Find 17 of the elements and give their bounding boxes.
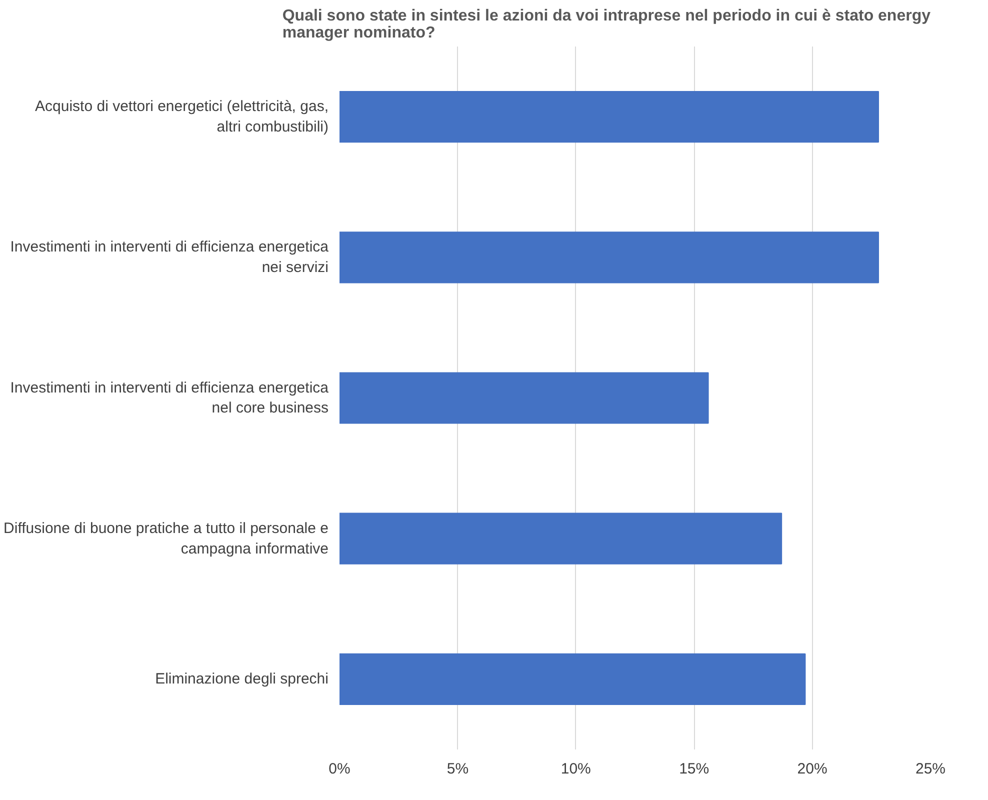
- y-tick-label: Investimenti in interventi di efficienza energetica nel core business: [10, 379, 330, 417]
- y-tick-label: Diffusione di buone pratiche a tutto il personale e campagna informative: [4, 520, 329, 558]
- x-tick-label: 0%: [328, 760, 350, 778]
- y-tick-label: Acquisto di vettori energetici (elettricità, gas, altri combustibili): [35, 98, 329, 136]
- y-tick-label: Eliminazione degli sprechi: [155, 670, 329, 688]
- chart-title: Quali sono state in sintesi le azioni da voi intraprese nel periodo in cui è stato energy manager nominato?: [282, 8, 931, 42]
- y-tick-label: Investimenti in interventi di efficienza energetica nei servizi: [10, 238, 330, 276]
- x-tick-label: 5%: [446, 760, 469, 778]
- bar: [340, 372, 709, 424]
- bar: [340, 90, 879, 143]
- x-tick-label: 10%: [560, 760, 591, 778]
- x-tick-label: 15%: [679, 760, 710, 778]
- bar: [340, 232, 879, 284]
- bar: [340, 653, 806, 706]
- x-tick-label: 20%: [797, 760, 828, 778]
- x-tick-label: 25%: [915, 760, 946, 778]
- bar: [340, 512, 782, 564]
